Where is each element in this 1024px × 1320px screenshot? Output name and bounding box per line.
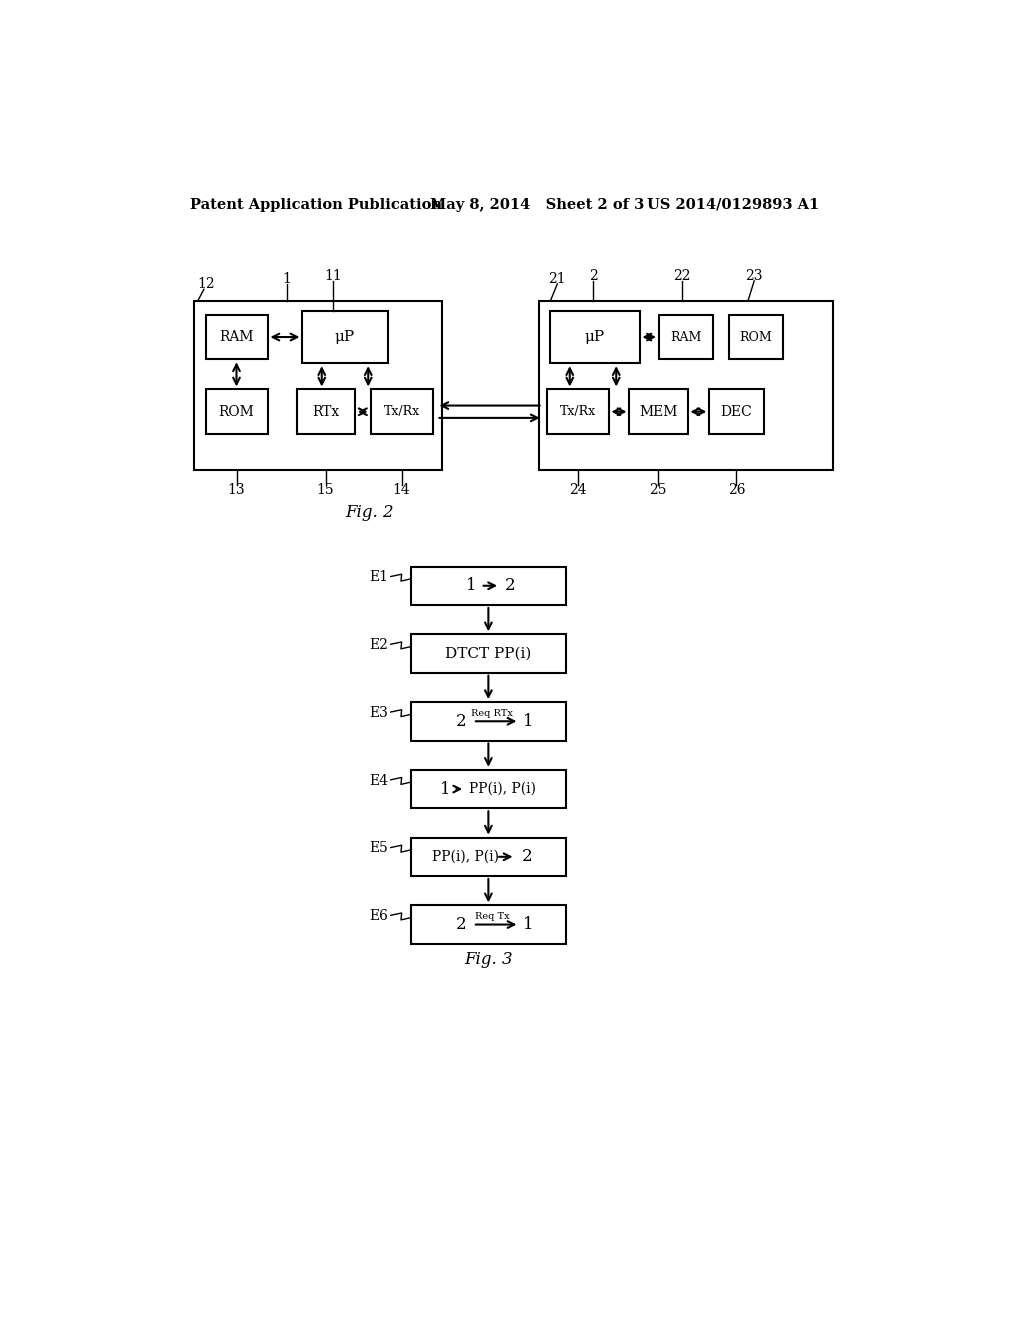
Bar — [297, 389, 355, 434]
Text: US 2014/0129893 A1: US 2014/0129893 A1 — [647, 198, 819, 211]
Text: Req Tx: Req Tx — [475, 912, 510, 921]
Text: E4: E4 — [370, 774, 388, 788]
Text: Tx/Rx: Tx/Rx — [559, 405, 596, 418]
Text: PP(i), P(i): PP(i), P(i) — [469, 781, 536, 796]
Bar — [547, 389, 608, 434]
Text: 2: 2 — [456, 713, 467, 730]
Text: 22: 22 — [674, 269, 691, 284]
Text: 14: 14 — [392, 483, 411, 496]
Text: 1: 1 — [523, 916, 534, 933]
Text: 11: 11 — [325, 269, 342, 284]
Bar — [411, 770, 566, 808]
Bar — [371, 389, 432, 434]
Text: E6: E6 — [370, 909, 388, 923]
Bar — [710, 389, 764, 434]
Text: Fig. 2: Fig. 2 — [345, 504, 394, 521]
Bar — [729, 314, 783, 359]
Text: RAM: RAM — [671, 330, 701, 343]
Text: Patent Application Publication: Patent Application Publication — [190, 198, 442, 211]
Text: 2: 2 — [456, 916, 467, 933]
Text: 1: 1 — [283, 272, 291, 286]
Text: ROM: ROM — [739, 330, 772, 343]
Text: ROM: ROM — [219, 405, 254, 418]
Bar — [411, 702, 566, 741]
Text: Tx/Rx: Tx/Rx — [384, 405, 420, 418]
Bar — [411, 566, 566, 605]
Bar — [539, 301, 834, 470]
Text: E2: E2 — [370, 638, 388, 652]
Text: E3: E3 — [370, 706, 388, 719]
Text: 2: 2 — [589, 269, 597, 284]
Text: DTCT PP(i): DTCT PP(i) — [445, 647, 531, 660]
Bar — [630, 389, 687, 434]
Text: 1: 1 — [466, 577, 476, 594]
Text: RAM: RAM — [219, 330, 254, 345]
Bar — [206, 314, 267, 359]
Text: RTx: RTx — [312, 405, 340, 418]
Text: E5: E5 — [370, 841, 388, 855]
Bar — [411, 906, 566, 944]
Text: Fig. 3: Fig. 3 — [464, 950, 513, 968]
Text: May 8, 2014   Sheet 2 of 3: May 8, 2014 Sheet 2 of 3 — [430, 198, 644, 211]
Bar — [411, 838, 566, 876]
Text: μP: μP — [335, 330, 355, 345]
Text: E1: E1 — [370, 570, 388, 585]
Bar — [194, 301, 442, 470]
Text: μP: μP — [585, 330, 605, 345]
Text: 21: 21 — [549, 272, 566, 286]
Text: PP(i), P(i): PP(i), P(i) — [432, 850, 499, 863]
Text: 2: 2 — [505, 577, 515, 594]
Text: Req RTx: Req RTx — [471, 709, 513, 718]
Text: 2: 2 — [522, 849, 532, 866]
Bar — [411, 635, 566, 673]
Text: 24: 24 — [568, 483, 587, 496]
Bar — [550, 312, 640, 363]
Text: 13: 13 — [227, 483, 246, 496]
Text: 23: 23 — [745, 269, 763, 284]
Bar — [658, 314, 713, 359]
Bar — [302, 312, 388, 363]
Text: 15: 15 — [316, 483, 335, 496]
Text: 25: 25 — [649, 483, 667, 496]
Bar — [206, 389, 267, 434]
Text: DEC: DEC — [721, 405, 753, 418]
Text: 1: 1 — [523, 713, 534, 730]
Text: 1: 1 — [440, 780, 451, 797]
Text: 12: 12 — [197, 277, 215, 290]
Text: 26: 26 — [728, 483, 745, 496]
Text: MEM: MEM — [639, 405, 678, 418]
